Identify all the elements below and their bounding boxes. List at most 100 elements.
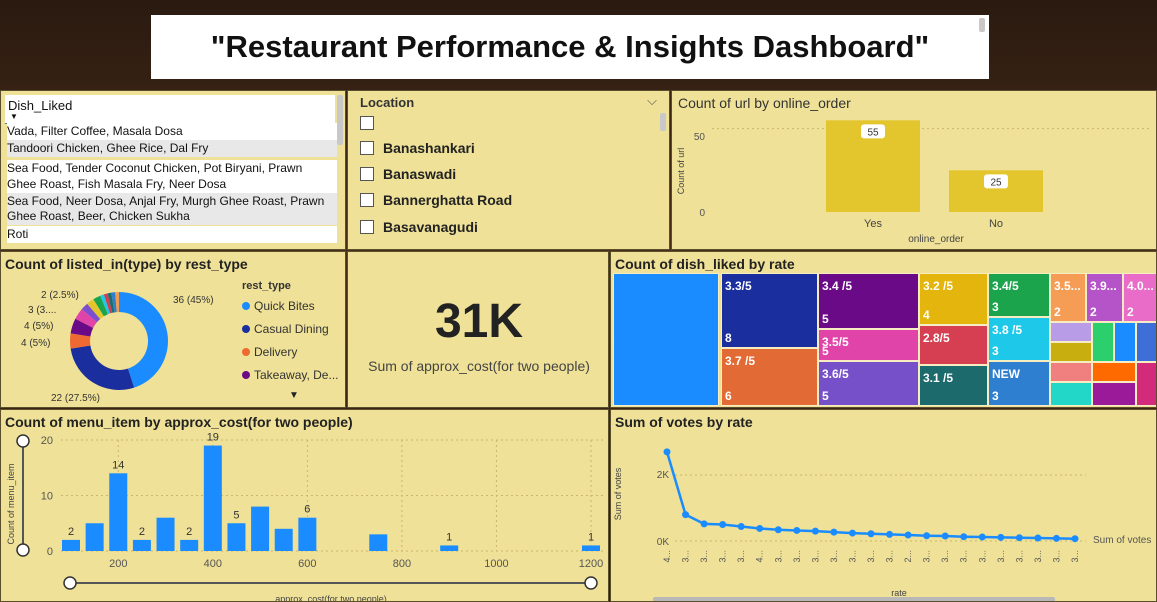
checkbox[interactable] bbox=[360, 220, 374, 234]
data-point bbox=[682, 511, 690, 519]
x-tick: 4... bbox=[662, 550, 672, 563]
treemap-cell[interactable]: 3.4/5 3 bbox=[988, 273, 1050, 317]
sort-arrow-icon[interactable]: ▼ bbox=[10, 112, 18, 121]
checkbox[interactable] bbox=[360, 167, 374, 181]
treemap-cell[interactable] bbox=[1050, 322, 1092, 342]
legend-item[interactable]: Quick Bites bbox=[242, 299, 315, 313]
location-option[interactable]: Bannerghatta Road bbox=[360, 192, 512, 208]
x-tick: 400 bbox=[204, 558, 222, 570]
treemap-cell[interactable] bbox=[1092, 322, 1114, 362]
treemap-cell[interactable]: 3.3/5 8 bbox=[721, 273, 818, 348]
treemap-cell[interactable] bbox=[1092, 382, 1136, 406]
data-point bbox=[867, 530, 875, 538]
range-slider-handle bbox=[16, 543, 30, 557]
x-axis-label: approx_cost(for two people) bbox=[275, 594, 387, 602]
list-item[interactable]: Sea Food, Tender Coconut Chicken, Pot Bi… bbox=[7, 160, 337, 177]
list-item[interactable]: Ghee Roast, Fish Masala Fry, Neer Dosa bbox=[7, 176, 337, 193]
title-scrollbar[interactable] bbox=[979, 18, 985, 32]
data-point bbox=[997, 533, 1005, 541]
treemap-cell[interactable]: 3.5/5 5 bbox=[818, 329, 919, 361]
treemap-cell[interactable]: NEW 3 bbox=[988, 361, 1050, 406]
treemap-cell[interactable] bbox=[1050, 362, 1092, 382]
donut-slice bbox=[115, 292, 119, 313]
location-option[interactable]: Basavanagudi bbox=[360, 219, 478, 235]
location-option[interactable]: Banashankari bbox=[360, 140, 475, 156]
bar bbox=[132, 539, 151, 551]
list-item[interactable]: Tandoori Chicken, Ghee Rice, Dal Fry bbox=[7, 140, 337, 157]
legend-item[interactable]: Delivery bbox=[242, 345, 297, 359]
data-point bbox=[737, 522, 745, 530]
x-tick: 3... bbox=[810, 550, 820, 563]
data-label-bg bbox=[984, 174, 1008, 189]
treemap-cell[interactable] bbox=[613, 273, 719, 406]
treemap-cell[interactable] bbox=[1136, 322, 1156, 362]
x-tick: 1200 bbox=[579, 558, 603, 570]
dish-list-scrollbar[interactable] bbox=[337, 95, 343, 145]
treemap-cell[interactable] bbox=[1092, 362, 1136, 382]
menu-item-chart: Count of menu_item by approx_cost(for tw… bbox=[0, 409, 609, 602]
bar bbox=[203, 445, 222, 551]
donut-slice bbox=[75, 309, 97, 328]
checkbox[interactable] bbox=[360, 193, 374, 207]
rate-treemap: Count of dish_liked by rate 3.3/5 8 3.7 /5… bbox=[610, 251, 1157, 408]
treemap-cell[interactable] bbox=[1114, 322, 1136, 362]
list-item[interactable]: Sea Food, Neer Dosa, Anjal Fry, Murgh Gh… bbox=[7, 193, 337, 210]
list-item[interactable]: Ghee Roast, Beer, Chicken Sukha bbox=[7, 208, 337, 225]
horizontal-scrollbar[interactable] bbox=[653, 597, 1055, 602]
treemap-cell[interactable]: 3.6/5 5 bbox=[818, 361, 919, 406]
treemap-cell[interactable]: 3.9... 2 bbox=[1086, 273, 1123, 322]
dish-liked-header[interactable]: Dish_Liked ▼ bbox=[5, 95, 335, 124]
checkbox[interactable] bbox=[360, 141, 374, 155]
x-tick: 3... bbox=[773, 550, 783, 563]
treemap-cell[interactable]: 3.5... 2 bbox=[1050, 273, 1086, 322]
x-tick: 4... bbox=[755, 550, 765, 563]
data-point bbox=[774, 526, 782, 534]
slice-label: 4 (5%) bbox=[24, 321, 53, 332]
x-axis-label: rate bbox=[891, 588, 907, 598]
list-item[interactable]: Vada, Filter Coffee, Masala Dosa bbox=[7, 123, 337, 140]
checkbox[interactable] bbox=[360, 116, 374, 130]
legend-scroll-down-icon[interactable]: ▼ bbox=[289, 390, 299, 401]
location-scrollbar[interactable] bbox=[660, 113, 666, 131]
data-label: 2 bbox=[186, 526, 192, 538]
treemap-cell[interactable] bbox=[1136, 362, 1156, 406]
x-tick: 3... bbox=[977, 550, 987, 563]
votes-plot: Sum of votes rate Sum of votes 2K 0K 4..… bbox=[613, 448, 1151, 602]
data-label: 6 bbox=[304, 504, 310, 516]
list-item[interactable]: Roti bbox=[7, 226, 337, 243]
donut-slice bbox=[93, 295, 108, 317]
slice-label: 22 (27.5%) bbox=[51, 393, 100, 404]
x-tick: 3... bbox=[681, 550, 691, 563]
donut-slice bbox=[87, 299, 104, 319]
bar bbox=[440, 545, 459, 551]
treemap-cell[interactable]: 3.4 /5 5 bbox=[818, 273, 919, 329]
legend-item[interactable]: Takeaway, De... bbox=[242, 368, 338, 382]
data-label: 5 bbox=[233, 509, 239, 521]
treemap-cell[interactable]: 3.1 /5 bbox=[919, 365, 988, 406]
data-point bbox=[978, 533, 986, 541]
chart-title: Sum of votes by rate bbox=[615, 414, 753, 430]
location-option[interactable] bbox=[360, 116, 383, 130]
treemap-cell[interactable]: 4.0... 2 bbox=[1123, 273, 1156, 322]
donut-slice bbox=[70, 333, 91, 349]
location-header: Location bbox=[360, 95, 415, 110]
treemap-cell[interactable]: 3.8 /5 3 bbox=[988, 317, 1050, 361]
y-axis-label: Count of menu_item bbox=[6, 463, 16, 544]
range-slider-handle bbox=[63, 576, 77, 590]
x-tick: 3... bbox=[959, 550, 969, 563]
location-option[interactable]: Banaswadi bbox=[360, 166, 456, 182]
bar bbox=[156, 517, 175, 551]
treemap-cell[interactable]: 2.8/5 bbox=[919, 325, 988, 365]
legend-item[interactable]: Casual Dining bbox=[242, 322, 329, 336]
x-tick: 3... bbox=[1070, 550, 1080, 563]
treemap-cell[interactable]: 3.2 /5 4 bbox=[919, 273, 988, 325]
data-point bbox=[886, 530, 894, 538]
data-point bbox=[756, 524, 764, 532]
treemap-cell[interactable] bbox=[1050, 382, 1092, 406]
treemap-cell[interactable] bbox=[1050, 342, 1092, 362]
y-tick: 0 bbox=[699, 208, 705, 219]
x-tick: 3... bbox=[1014, 550, 1024, 563]
treemap-cell[interactable]: 3.7 /5 6 bbox=[721, 348, 818, 406]
bar bbox=[109, 473, 128, 551]
chevron-down-icon[interactable]: ⌵ bbox=[647, 93, 657, 108]
